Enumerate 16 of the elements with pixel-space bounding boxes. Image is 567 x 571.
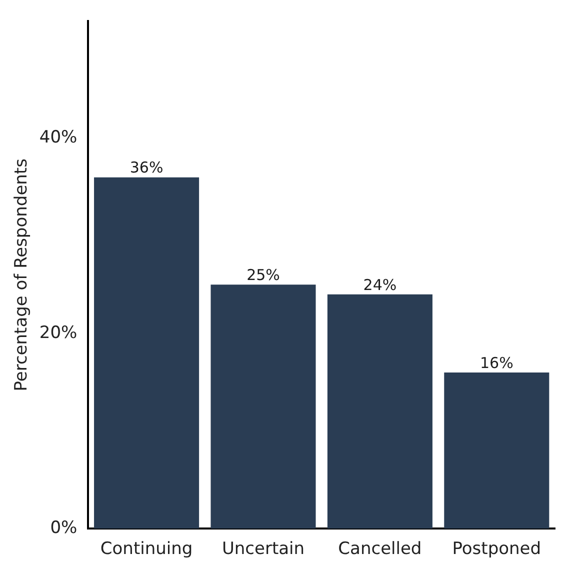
x-tick-label: Uncertain [222,539,305,560]
data-label: 25% [246,266,280,284]
data-label: 16% [480,354,514,372]
bar [210,284,316,529]
bar [327,294,432,529]
y-tick-label: 40% [39,128,78,148]
y-tick-label: 0% [50,518,78,538]
x-tick-label: Cancelled [338,539,422,560]
x-tick-label: Postponed [452,539,542,560]
data-label: 36% [130,158,164,177]
y-tick-label: 20% [39,322,78,343]
y-axis-title: Percentage of Respondents [12,158,32,392]
data-label: 24% [363,276,397,294]
bar [444,372,550,529]
x-tick-label: Continuing [100,539,193,560]
bar [94,177,200,529]
